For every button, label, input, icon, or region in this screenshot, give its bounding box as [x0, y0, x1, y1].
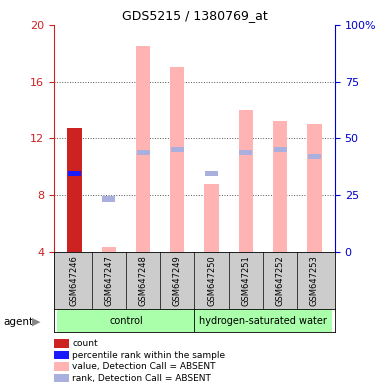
Text: GSM647248: GSM647248 — [139, 256, 147, 306]
Bar — [102, 197, 115, 202]
Text: GSM647249: GSM647249 — [173, 256, 182, 306]
Bar — [308, 154, 321, 159]
Bar — [194, 309, 331, 332]
Bar — [136, 46, 150, 252]
Text: GSM647252: GSM647252 — [276, 256, 285, 306]
Title: GDS5215 / 1380769_at: GDS5215 / 1380769_at — [122, 9, 267, 22]
Bar — [239, 150, 252, 155]
Bar — [57, 309, 194, 332]
Bar — [102, 247, 116, 252]
Text: GSM647250: GSM647250 — [207, 256, 216, 306]
Bar — [205, 171, 218, 176]
Bar — [67, 128, 82, 252]
Bar — [274, 147, 286, 152]
Text: GSM647253: GSM647253 — [310, 256, 319, 306]
Text: control: control — [109, 316, 143, 326]
Text: value, Detection Call = ABSENT: value, Detection Call = ABSENT — [72, 362, 216, 371]
Bar — [171, 147, 184, 152]
Text: hydrogen-saturated water: hydrogen-saturated water — [199, 316, 327, 326]
Text: agent: agent — [4, 317, 34, 327]
Text: rank, Detection Call = ABSENT: rank, Detection Call = ABSENT — [72, 374, 211, 383]
Text: GSM647251: GSM647251 — [241, 256, 250, 306]
Bar — [273, 121, 287, 252]
Text: ▶: ▶ — [32, 317, 41, 327]
Text: GSM647246: GSM647246 — [70, 256, 79, 306]
Text: count: count — [72, 339, 98, 348]
Text: percentile rank within the sample: percentile rank within the sample — [72, 351, 226, 360]
Text: GSM647247: GSM647247 — [104, 256, 113, 306]
Bar — [239, 110, 253, 252]
Bar — [68, 171, 81, 176]
Bar — [204, 184, 219, 252]
Bar — [170, 68, 184, 252]
Bar — [137, 150, 149, 155]
Bar — [307, 124, 321, 252]
